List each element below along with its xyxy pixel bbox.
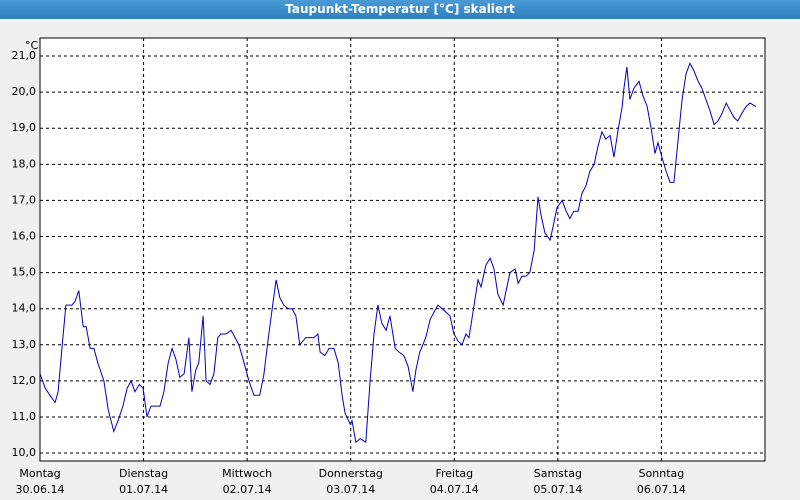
x-tick-label: Dienstag [119,467,168,480]
y-tick-label: 13,0 [12,338,37,351]
x-tick-label: Freitag [435,467,473,480]
y-unit: °C [25,39,39,52]
x-tick-date: 30.06.14 [16,483,65,496]
x-tick-date: 03.07.14 [326,483,375,496]
y-tick-label: 10,0 [12,446,37,459]
plot-area [40,38,765,461]
data-line [39,62,757,444]
y-tick-label: 20,0 [12,85,37,98]
x-tick-label: Donnerstag [319,467,383,480]
y-tick-label: 12,0 [12,374,37,387]
y-tick-label: 18,0 [12,157,37,170]
y-tick-label: 21,0 [12,49,37,62]
title-bar: Taupunkt-Temperatur [°C] skaliert [0,0,800,19]
x-tick-label: Montag [19,467,60,480]
x-tick-date: 01.07.14 [119,483,168,496]
x-tick-label: Mittwoch [222,467,272,480]
plot-border [39,37,766,462]
x-tick-date: 04.07.14 [430,483,479,496]
x-tick-label: Samstag [534,467,582,480]
chart: °C 10,0 11,0 12,0 13,0 14,0 15,0 16,0 17,0 18,0 19… [12,37,766,496]
y-tick-label: 15,0 [12,266,37,279]
x-tick-date: 02.07.14 [223,483,272,496]
y-tick-label: 14,0 [12,302,37,315]
x-tick-date: 05.07.14 [533,483,582,496]
x-tick-label: Sonntag [639,467,685,480]
y-tick-label: 17,0 [12,193,37,206]
y-tick-label: 11,0 [12,410,37,423]
y-tick-label: 19,0 [12,121,37,134]
x-tick-date: 06.07.14 [637,483,686,496]
y-tick-label: 16,0 [12,230,37,243]
